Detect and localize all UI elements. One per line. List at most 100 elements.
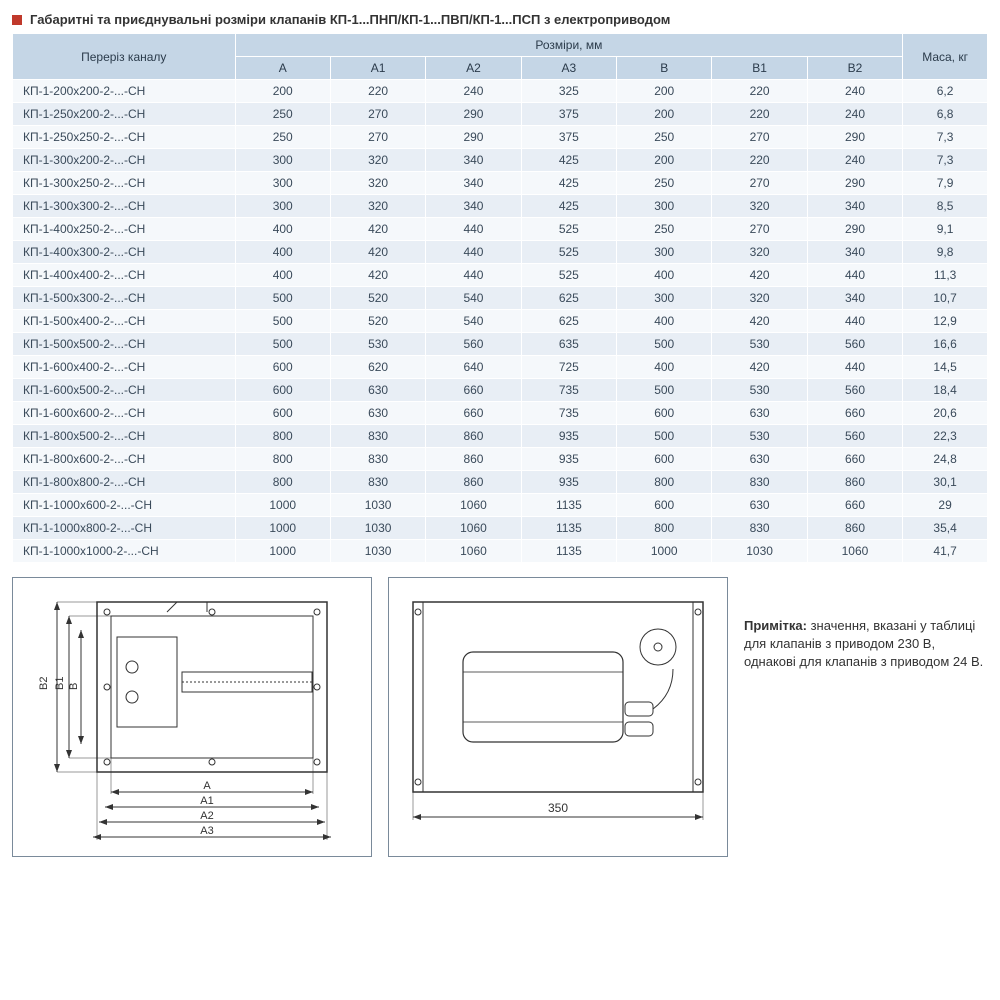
cell-B1: 630: [712, 402, 807, 425]
cell-A: 800: [235, 471, 330, 494]
cell-B2: 340: [807, 195, 902, 218]
cell-B1: 270: [712, 172, 807, 195]
cell-A3: 375: [521, 126, 616, 149]
cell-B1: 1030: [712, 540, 807, 563]
table-row: КП-1-600х500-2-...-СН6006306607355005305…: [13, 379, 988, 402]
page-title: Габаритні та приєднувальні розміри клапа…: [30, 12, 670, 27]
label-B1: B1: [54, 677, 66, 690]
cell-A3: 725: [521, 356, 616, 379]
cell-mass: 16,6: [903, 333, 988, 356]
cell-model: КП-1-400х300-2-...-СН: [13, 241, 236, 264]
cell-A2: 290: [426, 103, 521, 126]
label-A2: A2: [200, 810, 213, 822]
cell-A3: 625: [521, 287, 616, 310]
cell-A2: 440: [426, 218, 521, 241]
cell-model: КП-1-200х200-2-...-СН: [13, 80, 236, 103]
label-A3: A3: [200, 825, 213, 837]
cell-B: 800: [617, 471, 712, 494]
cell-model: КП-1-600х600-2-...-СН: [13, 402, 236, 425]
cell-A: 400: [235, 241, 330, 264]
cell-mass: 14,5: [903, 356, 988, 379]
cell-A3: 325: [521, 80, 616, 103]
cell-mass: 9,1: [903, 218, 988, 241]
cell-B2: 290: [807, 126, 902, 149]
cell-model: КП-1-500х400-2-...-СН: [13, 310, 236, 333]
cell-A: 300: [235, 172, 330, 195]
cell-B2: 340: [807, 287, 902, 310]
cell-model: КП-1-800х500-2-...-СН: [13, 425, 236, 448]
cell-B: 400: [617, 310, 712, 333]
cell-mass: 7,9: [903, 172, 988, 195]
cell-A2: 240: [426, 80, 521, 103]
cell-mass: 12,9: [903, 310, 988, 333]
cell-mass: 8,5: [903, 195, 988, 218]
note-block: Примітка: значення, вказані у таблиці дл…: [744, 577, 988, 857]
cell-B: 400: [617, 356, 712, 379]
cell-A2: 1060: [426, 517, 521, 540]
cell-mass: 24,8: [903, 448, 988, 471]
cell-model: КП-1-400х400-2-...-СН: [13, 264, 236, 287]
col-model: Переріз каналу: [13, 34, 236, 80]
cell-B1: 530: [712, 333, 807, 356]
cell-A1: 220: [330, 80, 425, 103]
cell-A: 500: [235, 287, 330, 310]
cell-B: 1000: [617, 540, 712, 563]
cell-A1: 1030: [330, 540, 425, 563]
cell-B1: 270: [712, 218, 807, 241]
col-A2: A2: [426, 57, 521, 80]
cell-A3: 525: [521, 241, 616, 264]
cell-A: 300: [235, 195, 330, 218]
table-row: КП-1-400х300-2-...-СН4004204405253003203…: [13, 241, 988, 264]
cell-B: 300: [617, 195, 712, 218]
cell-model: КП-1-250х200-2-...-СН: [13, 103, 236, 126]
cell-A3: 935: [521, 448, 616, 471]
cell-A2: 340: [426, 149, 521, 172]
side-view-diagram: 350: [388, 577, 728, 857]
cell-mass: 20,6: [903, 402, 988, 425]
cell-A1: 420: [330, 241, 425, 264]
cell-B1: 630: [712, 494, 807, 517]
table-body: КП-1-200х200-2-...-СН2002202403252002202…: [13, 80, 988, 563]
table-row: КП-1-250х250-2-...-СН2502702903752502702…: [13, 126, 988, 149]
cell-B1: 530: [712, 379, 807, 402]
cell-B1: 830: [712, 471, 807, 494]
col-B2: B2: [807, 57, 902, 80]
cell-B2: 1060: [807, 540, 902, 563]
table-row: КП-1-600х600-2-...-СН6006306607356006306…: [13, 402, 988, 425]
cell-B1: 420: [712, 356, 807, 379]
cell-A2: 660: [426, 402, 521, 425]
title-row: Габаритні та приєднувальні розміри клапа…: [12, 12, 988, 27]
cell-model: КП-1-1000х800-2-...-СН: [13, 517, 236, 540]
cell-mass: 11,3: [903, 264, 988, 287]
cell-model: КП-1-600х500-2-...-СН: [13, 379, 236, 402]
cell-A: 1000: [235, 540, 330, 563]
cell-A: 400: [235, 264, 330, 287]
cell-A1: 320: [330, 195, 425, 218]
table-row: КП-1-800х500-2-...-СН8008308609355005305…: [13, 425, 988, 448]
cell-model: КП-1-300х200-2-...-СН: [13, 149, 236, 172]
cell-B1: 530: [712, 425, 807, 448]
cell-A2: 640: [426, 356, 521, 379]
cell-B2: 440: [807, 356, 902, 379]
table-row: КП-1-500х400-2-...-СН5005205406254004204…: [13, 310, 988, 333]
cell-B2: 440: [807, 264, 902, 287]
cell-A3: 525: [521, 264, 616, 287]
cell-model: КП-1-1000х600-2-...-СН: [13, 494, 236, 517]
cell-A1: 420: [330, 218, 425, 241]
cell-model: КП-1-1000х1000-2-...-СН: [13, 540, 236, 563]
cell-A1: 830: [330, 448, 425, 471]
cell-A2: 340: [426, 172, 521, 195]
cell-A: 500: [235, 310, 330, 333]
cell-A3: 1135: [521, 540, 616, 563]
cell-B: 400: [617, 264, 712, 287]
table-row: КП-1-250х200-2-...-СН2502702903752002202…: [13, 103, 988, 126]
table-row: КП-1-300х200-2-...-СН3003203404252002202…: [13, 149, 988, 172]
table-row: КП-1-1000х800-2-...-СН100010301060113580…: [13, 517, 988, 540]
cell-A: 200: [235, 80, 330, 103]
cell-B2: 660: [807, 494, 902, 517]
cell-A: 800: [235, 448, 330, 471]
cell-B: 250: [617, 218, 712, 241]
cell-B2: 660: [807, 448, 902, 471]
cell-A: 600: [235, 356, 330, 379]
cell-A2: 340: [426, 195, 521, 218]
